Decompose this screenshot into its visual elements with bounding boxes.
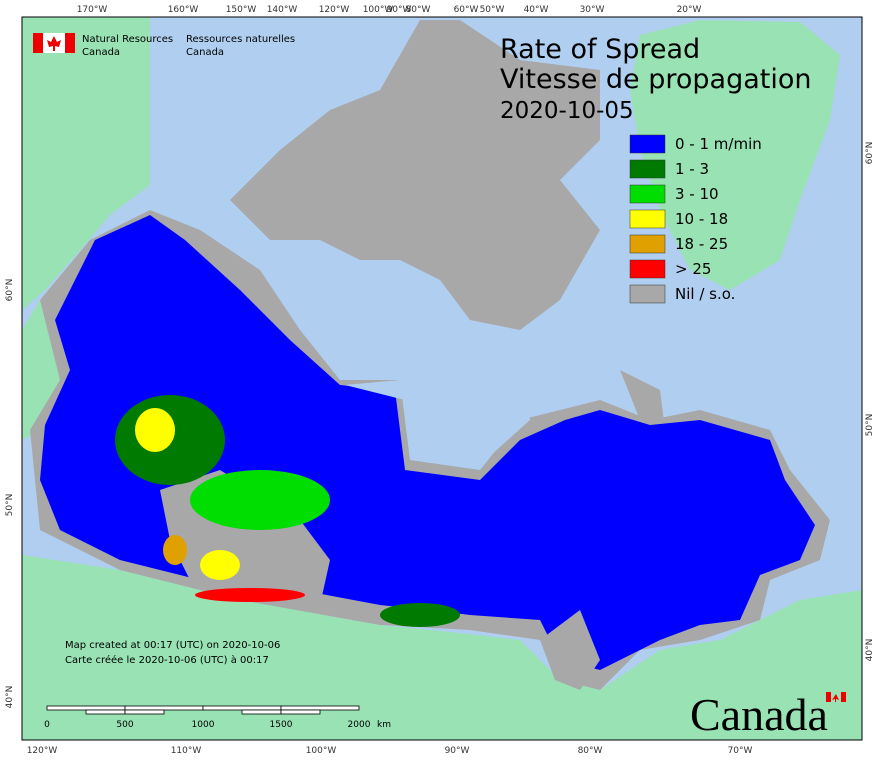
title: Vitesse de propagation [500,64,812,95]
greenland [630,20,840,290]
flag-bar [65,33,75,53]
legend-swatch [629,184,666,204]
agency-fr: Ressources naturelles [186,34,295,45]
legend-swatch [629,159,666,179]
longitude-label: 80°W [406,5,431,15]
longitude-label: 50°W [480,5,505,15]
longitude-label: 100°W [363,5,394,15]
scale-segment [280,705,360,711]
patch-red [195,588,305,602]
wordmark-flag [826,692,831,702]
agency-en: Canada [82,47,120,58]
scale-segment [124,705,204,711]
longitude-label: 160°W [168,5,199,15]
scale-segment [241,709,282,715]
legend-label: 3 - 10 [675,185,719,203]
wordmark-flag [841,692,846,702]
patch-yellow [135,408,175,452]
agency-en: Natural Resources [82,34,173,45]
longitude-label: 150°W [226,5,257,15]
scale-segment [85,709,126,715]
scale-segment [124,709,165,715]
patch-light-green [190,470,330,530]
wordmark: Canada [690,689,828,740]
scale-bar: 0 500 1000 1500 2000 km [44,705,391,730]
longitude-label: 90°W [387,5,412,15]
latitude-label: 60°N [5,279,15,302]
longitude-label: 40°W [524,5,549,15]
scale-label: 1500 [270,720,293,730]
legend-label: 18 - 25 [675,235,728,253]
date: 2020-10-05 [500,98,634,124]
arctic-islands [230,20,600,330]
scale-label: 0 [44,720,50,730]
scale-label: 1000 [192,720,215,730]
latitude-label: 50°N [865,414,875,437]
latitude-label: 60°N [865,142,875,165]
legend-swatch [629,259,666,279]
footnote: Carte créée le 2020-10-06 (UTC) à 00:17 [65,654,269,666]
longitude-label: 80°W [578,746,603,756]
longitude-label: 120°W [319,5,350,15]
patch-orange [163,535,187,565]
legend-label: 0 - 1 m/min [675,135,762,153]
longitude-label: 30°W [580,5,605,15]
wordmark-leaf [832,694,839,702]
scale-label: 500 [116,720,133,730]
legend-label: > 25 [675,260,711,278]
legend: 0 - 1 m/min 1 - 3 3 - 10 10 - 18 18 - 25 > 25… [629,134,762,304]
latitude-label: 50°N [5,494,15,517]
scale-segment [280,709,321,715]
title: Rate of Spread [500,34,700,65]
longitude-label: 90°W [445,746,470,756]
longitude-label: 100°W [306,746,337,756]
longitude-label: 120°W [27,746,58,756]
latitude-label: 40°N [865,639,875,662]
scale-segment [46,705,126,711]
patch-yellow [200,550,240,580]
hudson-bay [345,330,530,465]
legend-label: 10 - 18 [675,210,728,228]
scale-segment [202,705,282,711]
longitude-label: 70°W [728,746,753,756]
longitude-label: 110°W [171,746,202,756]
scale-label: 2000 [348,720,371,730]
legend-label: Nil / s.o. [675,285,735,303]
latitude-label: 40°N [5,686,15,709]
longitude-label: 60°W [454,5,479,15]
legend-swatch [629,234,666,254]
scale-unit: km [377,720,391,730]
maple-leaf [47,36,61,51]
legend-swatch [629,284,666,304]
graticule: 170°W 160°W 150°W 140°W 120°W 100°W90°W80°W 60… [5,5,875,756]
legend-swatch [629,134,666,154]
longitude-label: 20°W [677,5,702,15]
south-ontario [540,610,600,690]
alaska [22,17,150,310]
patch-green [380,603,460,627]
legend-label: 1 - 3 [675,160,709,178]
flag-bar [33,33,43,53]
legend-swatch [629,209,666,229]
longitude-label: 170°W [77,5,108,15]
agency-fr: Canada [186,47,224,58]
frame [21,16,863,741]
island [620,370,665,430]
footnote: Map created at 00:17 (UTC) on 2020-10-06 [65,640,280,651]
longitude-label: 140°W [267,5,298,15]
